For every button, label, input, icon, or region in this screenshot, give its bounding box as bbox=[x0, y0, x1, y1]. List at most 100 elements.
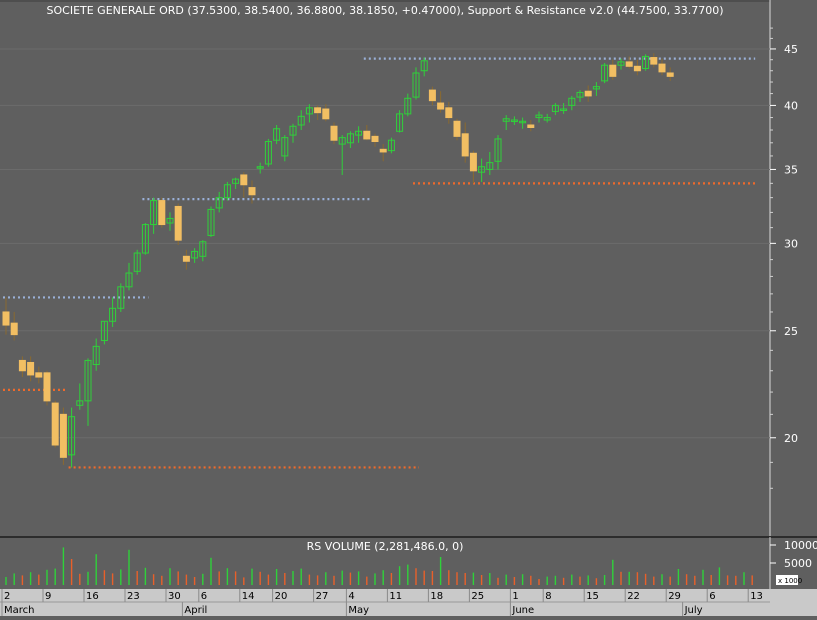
candlesticks bbox=[2, 53, 674, 468]
candle-body-up bbox=[133, 252, 141, 272]
candle bbox=[592, 82, 600, 96]
candle-body-up bbox=[281, 137, 289, 157]
candle-body-up bbox=[420, 60, 428, 72]
price-tick-label-35: 35 bbox=[784, 163, 798, 176]
candle-body-down bbox=[428, 89, 436, 102]
date-tick-label: 16 bbox=[86, 591, 99, 602]
candle-body-up bbox=[642, 55, 650, 70]
volume-pane: RS VOLUME (2,281,486.0, 0) 10000 5000 x … bbox=[0, 536, 817, 589]
candle-body-down bbox=[10, 322, 18, 336]
candle bbox=[125, 262, 133, 291]
candle bbox=[43, 370, 51, 406]
candle-body-down bbox=[666, 72, 674, 77]
candle-body-up bbox=[207, 208, 215, 236]
candle-body-up bbox=[412, 72, 420, 98]
candle-body-down bbox=[322, 108, 330, 120]
candle-body-up bbox=[109, 307, 117, 322]
price-tick-label-20: 20 bbox=[784, 432, 798, 445]
volume-tick-label-5000: 5000 bbox=[784, 557, 812, 570]
candle-body-up bbox=[289, 125, 297, 136]
candle bbox=[519, 117, 527, 129]
candle-body-up bbox=[76, 400, 84, 406]
candle-body-down bbox=[248, 187, 256, 196]
candle bbox=[223, 181, 231, 201]
volume-unit-box bbox=[776, 575, 798, 585]
date-tick-label: 30 bbox=[168, 591, 181, 602]
candle bbox=[412, 67, 420, 100]
date-tick-label: 14 bbox=[242, 591, 255, 602]
candle bbox=[117, 283, 125, 312]
date-tick-label: 1 bbox=[512, 591, 518, 602]
candle-body-down bbox=[182, 255, 190, 262]
candle-body-down bbox=[453, 120, 461, 137]
candle bbox=[18, 356, 26, 378]
date-tick-label: 8 bbox=[545, 591, 551, 602]
price-pane: 20 25 30 35 40 45 SOCIETE GENERALE ORD (37.53… bbox=[0, 0, 798, 536]
price-tick-label-25: 25 bbox=[784, 325, 798, 338]
candle-body-down bbox=[609, 64, 617, 77]
candle-body-down bbox=[445, 107, 453, 119]
candle bbox=[322, 104, 330, 122]
candle bbox=[158, 197, 166, 228]
candle-body-up bbox=[297, 115, 305, 126]
price-gridlines bbox=[0, 48, 770, 439]
candle-body-down bbox=[240, 174, 248, 186]
candle bbox=[387, 137, 395, 154]
volume-bars bbox=[5, 547, 753, 585]
month-labels: March April May June July bbox=[1, 602, 703, 616]
candle bbox=[133, 249, 141, 275]
candle-body-down bbox=[461, 133, 469, 157]
date-tick-label: 15 bbox=[586, 591, 599, 602]
candle bbox=[199, 240, 207, 262]
candle bbox=[174, 203, 182, 245]
candle bbox=[576, 90, 584, 102]
candle-body-up bbox=[568, 97, 576, 106]
candle bbox=[551, 103, 559, 116]
candle-body-down bbox=[51, 402, 59, 446]
date-tick-label: 22 bbox=[627, 591, 640, 602]
candle bbox=[494, 135, 502, 170]
candle bbox=[535, 111, 543, 123]
candle bbox=[166, 212, 174, 231]
candle bbox=[445, 101, 453, 124]
candle bbox=[346, 131, 354, 149]
date-tick-label: 18 bbox=[430, 591, 443, 602]
candle-body-up bbox=[215, 197, 223, 209]
candle-body-down bbox=[527, 124, 535, 128]
candle-body-up bbox=[355, 130, 363, 136]
candle-body-up bbox=[305, 107, 313, 115]
candle-body-down bbox=[658, 63, 666, 73]
candle bbox=[68, 407, 76, 468]
date-tick-label: 29 bbox=[668, 591, 681, 602]
candle-body-up bbox=[273, 128, 281, 141]
candle-body-up bbox=[576, 91, 584, 98]
month-label: May bbox=[348, 605, 369, 616]
candle bbox=[437, 91, 445, 113]
candle-body-up bbox=[256, 166, 264, 169]
candle bbox=[625, 56, 633, 69]
candle-body-up bbox=[100, 320, 108, 341]
date-tick-label: 6 bbox=[201, 591, 207, 602]
candle bbox=[207, 206, 215, 238]
candle-body-up bbox=[396, 113, 404, 132]
volume-unit-label: x 1000 bbox=[778, 577, 802, 585]
candle bbox=[109, 297, 117, 327]
candle bbox=[338, 135, 346, 175]
date-tick-label: 11 bbox=[389, 591, 402, 602]
candle-body-down bbox=[35, 372, 43, 378]
candle-body-up bbox=[502, 118, 510, 122]
date-axis-ticks: 2 9 16 23 30 6 14 20 27 4 11 18 25 1 8 15 22 29 6 13 bbox=[1, 589, 763, 602]
candle-body-up bbox=[84, 359, 92, 402]
month-label: April bbox=[184, 605, 207, 616]
candle-body-up bbox=[551, 104, 559, 112]
candle bbox=[461, 122, 469, 163]
candle bbox=[469, 150, 477, 184]
month-label: March bbox=[4, 605, 34, 616]
candle bbox=[264, 138, 272, 167]
candle-body-down bbox=[379, 148, 387, 153]
candle bbox=[35, 366, 43, 384]
candle bbox=[568, 95, 576, 111]
date-tick-label: 9 bbox=[45, 591, 51, 602]
candle-body-up bbox=[68, 416, 76, 456]
candle bbox=[232, 177, 240, 190]
